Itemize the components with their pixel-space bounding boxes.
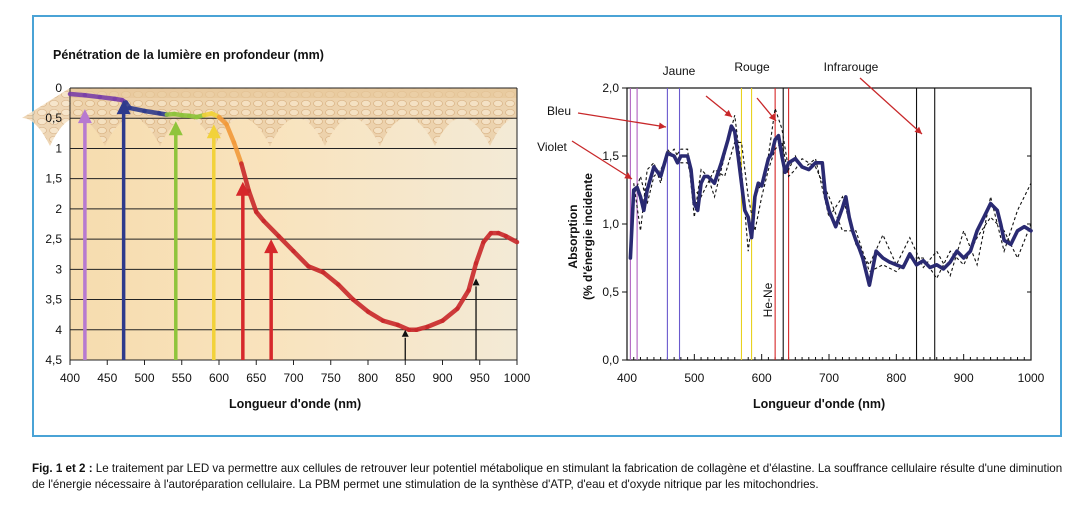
penetration-curve-segment bbox=[82, 93, 103, 100]
left-x-tick-label: 850 bbox=[395, 371, 415, 385]
penetration-curve-segment bbox=[231, 140, 244, 166]
penetration-curve-segment bbox=[97, 94, 117, 102]
penetration-curve-segment bbox=[224, 122, 237, 145]
left-y-tick-label: 3 bbox=[55, 262, 62, 276]
left-chart-xlabel: Longueur d'onde (nm) bbox=[229, 397, 362, 411]
penetration-curve-segment bbox=[67, 91, 88, 98]
light-arrow-head bbox=[116, 100, 131, 115]
label-infrarouge: Infrarouge bbox=[824, 60, 879, 74]
light-arrow-head bbox=[264, 239, 279, 254]
arrow-infrarouge bbox=[859, 77, 923, 135]
caption-label: Fig. 1 et 2 : bbox=[32, 462, 93, 475]
penetration-curve-segment bbox=[473, 239, 486, 266]
penetration-curve-segment bbox=[350, 297, 371, 314]
light-arrow-head bbox=[401, 329, 409, 337]
right-x-tick-label: 700 bbox=[819, 371, 839, 385]
label-bleu: Bleu bbox=[547, 104, 571, 118]
right-x-tick-label: 500 bbox=[684, 371, 704, 385]
absorption-curve bbox=[628, 124, 1033, 287]
label-violet: Violet bbox=[537, 140, 567, 154]
caption-text: Le traitement par LED va permettre aux c… bbox=[32, 462, 1063, 491]
left-y-tick-label: 1 bbox=[55, 141, 62, 155]
left-x-tick-label: 700 bbox=[283, 371, 303, 385]
right-x-tick-label: 900 bbox=[954, 371, 974, 385]
penetration-curve-segment bbox=[276, 233, 296, 254]
label-rouge: Rouge bbox=[734, 60, 770, 74]
skin-epidermis-layer bbox=[70, 88, 517, 98]
penetration-curve-segment bbox=[291, 248, 311, 269]
left-y-tick-label: 3,5 bbox=[45, 293, 62, 307]
left-plot-area: 0 0,5 1 1,5 2 2,5 3 3,5 4 4,5 400 450 500 550 600 650 70… bbox=[22, 81, 531, 385]
left-x-tick-label: 650 bbox=[246, 371, 266, 385]
left-x-tick-label: 450 bbox=[97, 371, 117, 385]
light-arrow-head bbox=[472, 278, 480, 286]
penetration-curve-segment bbox=[503, 233, 520, 245]
penetration-curve-segment bbox=[306, 264, 326, 275]
left-x-tick-label: 600 bbox=[209, 371, 229, 385]
left-y-tick-label: 4,5 bbox=[45, 353, 62, 367]
light-arrow-head bbox=[206, 124, 221, 139]
light-arrow-head bbox=[77, 109, 92, 124]
light-arrow-head bbox=[235, 181, 250, 196]
penetration-curve-segment bbox=[321, 270, 341, 287]
arrow-violet-head bbox=[624, 172, 632, 179]
skin-dermis-layer bbox=[22, 88, 517, 146]
penetration-curve-segment bbox=[440, 306, 460, 323]
left-x-tick-label: 500 bbox=[134, 371, 154, 385]
arrow-jaune-head bbox=[724, 109, 732, 117]
penetration-curve-segment bbox=[365, 309, 386, 323]
left-x-tick-label: 550 bbox=[172, 371, 192, 385]
right-plot-frame bbox=[626, 87, 1032, 361]
arrow-bleu-head bbox=[658, 122, 666, 130]
left-y-tick-label: 0,5 bbox=[45, 111, 62, 125]
right-x-tick-label: 600 bbox=[752, 371, 772, 385]
right-x-tick-label: 400 bbox=[617, 371, 637, 385]
penetration-curve-segment bbox=[246, 188, 259, 215]
penetration-curve-segment bbox=[466, 261, 479, 293]
left-x-tick-label: 950 bbox=[470, 371, 490, 385]
penetration-curve-segment bbox=[261, 218, 281, 239]
right-chart-xlabel: Longueur d'onde (nm) bbox=[753, 397, 886, 411]
penetration-curve-segment bbox=[425, 318, 445, 330]
left-y-tick-label: 1,5 bbox=[45, 172, 62, 186]
arrow-bleu bbox=[577, 112, 667, 128]
penetration-curve-segment bbox=[127, 105, 147, 114]
figure-caption: Fig. 1 et 2 : Le traitement par LED va p… bbox=[32, 461, 1064, 492]
left-x-tick-label: 1000 bbox=[504, 371, 531, 385]
right-x-tick-label: 1000 bbox=[1018, 371, 1045, 385]
right-x-tick-label: 800 bbox=[886, 371, 906, 385]
left-x-tick-label: 800 bbox=[358, 371, 378, 385]
arrow-infrarouge-head bbox=[914, 126, 922, 134]
label-he-ne: He-Ne bbox=[761, 282, 775, 317]
penetration-curve-segment bbox=[455, 288, 471, 311]
arrow-violet bbox=[571, 140, 633, 180]
left-y-tick-label: 2,5 bbox=[45, 232, 62, 246]
right-y-tick-label: 0,0 bbox=[602, 353, 619, 367]
left-y-tick-label: 2 bbox=[55, 202, 62, 216]
right-plot-area: 2,0 1,5 1,0 0,5 0,0 400 500 600 700 800 900 1000 Jau… bbox=[537, 60, 1045, 385]
left-x-tick-label: 400 bbox=[60, 371, 80, 385]
label-jaune: Jaune bbox=[663, 64, 696, 78]
penetration-curve-segment bbox=[380, 318, 401, 328]
left-x-tick-label: 900 bbox=[432, 371, 452, 385]
right-y-tick-label: 0,5 bbox=[602, 285, 619, 299]
left-plot-background bbox=[70, 88, 517, 360]
right-y-tick-label: 1,5 bbox=[602, 149, 619, 163]
light-arrow-head bbox=[168, 121, 183, 136]
left-y-tick-label: 0 bbox=[55, 81, 62, 95]
arrow-rouge-head bbox=[768, 113, 776, 121]
penetration-curve-segment bbox=[142, 108, 162, 116]
right-y-tick-label: 2,0 bbox=[602, 81, 619, 95]
right-y-tick-label: 1,0 bbox=[602, 217, 619, 231]
left-y-tick-label: 4 bbox=[55, 323, 62, 337]
left-x-tick-label: 750 bbox=[321, 371, 341, 385]
left-chart-title: Pénétration de la lumière en profondeur … bbox=[53, 48, 324, 62]
penetration-curve-segment bbox=[239, 161, 252, 194]
penetration-curve-segment bbox=[335, 282, 356, 302]
